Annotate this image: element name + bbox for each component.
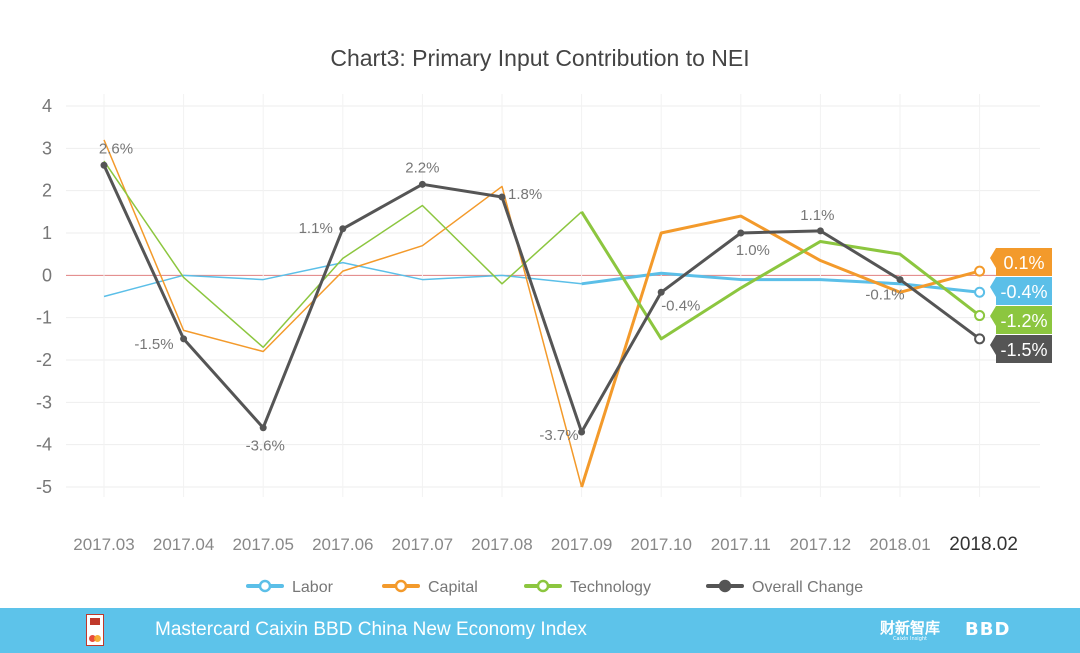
series-line-technology — [103, 160, 583, 349]
legend-item: Capital — [382, 579, 478, 596]
x-tick-label: 2017.04 — [153, 535, 214, 554]
data-label: 1.1% — [800, 207, 834, 224]
series-end-marker — [974, 286, 986, 298]
data-label: 1.0% — [736, 242, 770, 259]
x-tick-label: 2018.02 — [949, 534, 1018, 555]
legend-swatch-marker — [536, 579, 550, 593]
y-tick-label: -3 — [36, 392, 52, 412]
legend-label: Technology — [570, 579, 651, 596]
end-tag-label: 0.1% — [1003, 253, 1044, 273]
data-label: 1.8% — [508, 186, 542, 203]
series-line-labor-bold — [581, 271, 980, 294]
overall-point — [578, 428, 586, 436]
data-label: -3.7% — [539, 427, 578, 444]
end-tag: -0.4% — [990, 277, 1052, 305]
footer-banner: Mastercard Caixin BBD China New Economy … — [0, 608, 1080, 653]
legend: Labor Capital Technology Overall Change — [246, 579, 863, 596]
y-tick-label: 2 — [42, 181, 52, 201]
data-labels: 2.6% -1.5% -3.6% 1.1% 2.2% 1.8% -3.7% -0.4% 1.0%… — [99, 140, 905, 454]
legend-swatch-marker — [718, 579, 732, 593]
line-chart: Chart3: Primary Input Contribution to NE… — [36, 45, 1052, 596]
overall-point — [418, 180, 426, 188]
data-label: 2.6% — [99, 140, 133, 157]
series-line-overall-change — [102, 164, 981, 434]
legend-item: Overall Change — [706, 579, 863, 596]
data-label: -0.4% — [661, 297, 700, 314]
end-tag-label: -0.4% — [1000, 282, 1047, 302]
y-tick-label: -5 — [36, 477, 52, 497]
data-label: -3.6% — [246, 438, 285, 455]
overall-point — [100, 161, 108, 169]
legend-swatch-marker — [394, 579, 408, 593]
caixin-logo-subtext: Caixin Insight — [893, 636, 927, 642]
legend-swatch-marker — [258, 579, 272, 593]
data-label: -1.5% — [134, 336, 173, 353]
overall-point — [339, 225, 347, 233]
overall-point — [498, 193, 506, 201]
end-tag: 0.1% — [990, 248, 1052, 276]
x-tick-label: 2017.03 — [73, 535, 134, 554]
nei-logo — [86, 614, 104, 646]
y-tick-label: -1 — [36, 308, 52, 328]
overall-point — [896, 276, 904, 284]
data-label: -0.1% — [865, 287, 904, 304]
overall-point — [259, 424, 267, 432]
series-line-capital-bold — [580, 214, 980, 488]
x-tick-label: 2017.05 — [232, 535, 293, 554]
series-line-capital — [103, 139, 583, 488]
chart-title: Chart3: Primary Input Contribution to NE… — [330, 45, 749, 71]
end-tag: -1.2% — [990, 306, 1052, 334]
end-tag-box — [990, 335, 1052, 363]
data-label: 1.1% — [299, 220, 333, 237]
overall-point — [737, 229, 745, 237]
series-end-marker — [974, 310, 986, 322]
y-tick-label: 0 — [42, 265, 52, 285]
data-label: 2.2% — [405, 159, 439, 176]
overall-point — [180, 335, 188, 343]
series-end-marker — [974, 333, 986, 345]
legend-item: Labor — [246, 579, 334, 596]
footer-title: Mastercard Caixin BBD China New Economy … — [155, 619, 587, 640]
x-tick-label: 2017.09 — [551, 535, 612, 554]
x-tick-label: 2017.06 — [312, 535, 373, 554]
x-tick-label: 2018.01 — [869, 535, 930, 554]
x-tick-label: 2017.10 — [630, 535, 691, 554]
end-tag-label: -1.2% — [1000, 311, 1047, 331]
end-tag-box — [990, 277, 1052, 305]
x-tick-label: 2017.08 — [471, 535, 532, 554]
y-axis-ticks: 4 3 2 1 0 -1 -2 -3 -4 -5 — [36, 96, 52, 497]
caixin-insight-logo: 财新智库 Caixin Insight — [880, 617, 940, 642]
x-tick-label: 2017.11 — [711, 535, 771, 554]
overall-point — [657, 288, 665, 296]
y-tick-label: 3 — [42, 138, 52, 158]
bbd-logo: BBD — [965, 619, 1011, 640]
end-tag-box — [990, 306, 1052, 334]
overall-point — [816, 227, 824, 235]
series-end-marker — [974, 265, 986, 277]
legend-label: Labor — [292, 579, 334, 596]
x-tick-label: 2017.12 — [790, 535, 851, 554]
end-tag-label: -1.5% — [1000, 340, 1047, 360]
x-tick-label: 2017.07 — [392, 535, 453, 554]
x-axis-ticks: 2017.03 2017.04 2017.05 2017.06 2017.07 2017.… — [73, 534, 1018, 555]
legend-item: Technology — [524, 579, 651, 596]
series-lines — [100, 139, 986, 488]
end-tag: -1.5% — [990, 335, 1052, 363]
legend-label: Capital — [428, 579, 478, 596]
caixin-logo-text: 财新智库 — [880, 619, 941, 637]
series-line-labor — [103, 261, 582, 298]
end-tag-box — [990, 248, 1052, 276]
y-tick-label: -4 — [36, 435, 52, 455]
y-tick-label: -2 — [36, 350, 52, 370]
legend-label: Overall Change — [752, 579, 863, 596]
y-tick-label: 1 — [42, 223, 52, 243]
y-tick-label: 4 — [42, 96, 52, 116]
end-tags: 0.1% -0.4% -1.2% -1.5% — [990, 248, 1052, 363]
